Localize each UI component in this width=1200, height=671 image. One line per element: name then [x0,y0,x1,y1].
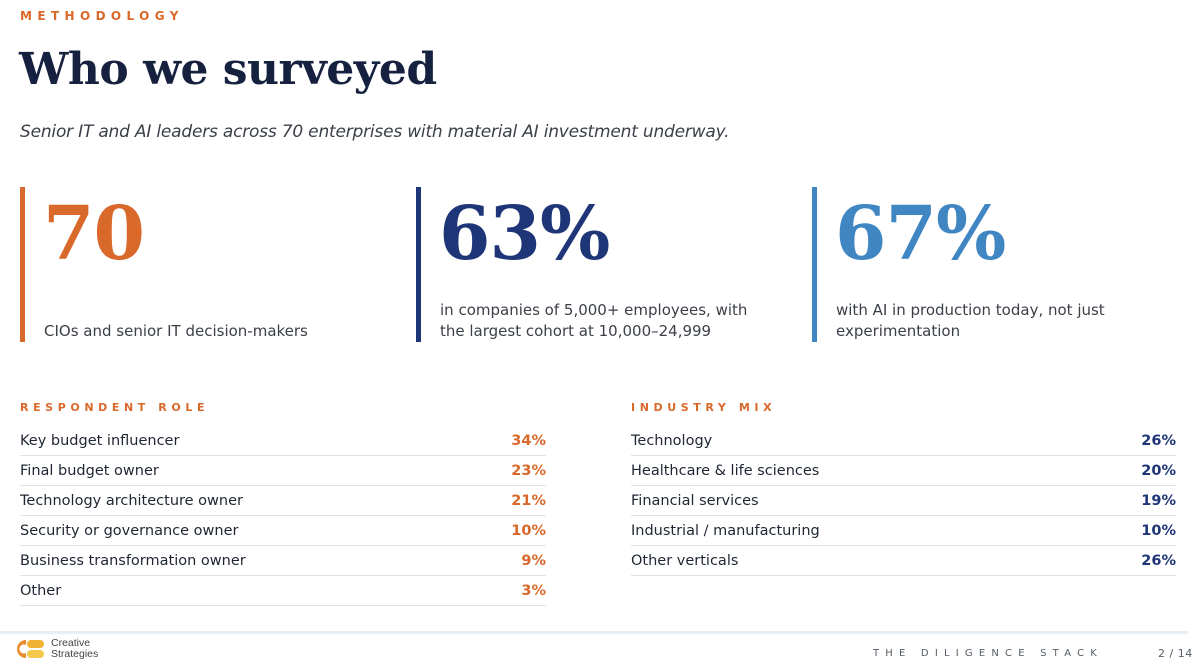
footer-brand: THE DILIGENCE STACK [873,648,1104,659]
table-row: Technology 26% [631,426,1176,456]
footer-divider [0,631,1188,634]
table-row: Financial services 19% [631,486,1176,516]
row-label: Business transformation owner [20,552,246,569]
table-row: Other verticals 26% [631,546,1176,576]
stat-card-company-size: 63% in companies of 5,000+ employees, wi… [416,187,766,342]
stat-description: CIOs and senior IT decision-makers [44,322,308,340]
stat-card-ai-production: 67% with AI in production today, not jus… [812,187,1162,342]
page-number: 2 / 14 [1158,647,1193,660]
stat-value: 70 [43,191,145,277]
row-value: 26% [1141,552,1176,569]
row-value: 3% [521,582,546,599]
row-value: 9% [521,552,546,569]
industry-mix-heading: INDUSTRY MIX [631,401,777,414]
row-label: Industrial / manufacturing [631,522,820,539]
row-label: Technology [631,432,713,449]
industry-mix-table: Technology 26% Healthcare & life science… [631,426,1176,576]
section-eyebrow: METHODOLOGY [20,9,184,23]
logo-wordmark: Creative Strategies [51,638,98,660]
table-row: Other 3% [20,576,546,606]
table-row: Business transformation owner 9% [20,546,546,576]
row-value: 10% [1141,522,1176,539]
page-subtitle: Senior IT and AI leaders across 70 enter… [20,122,730,142]
row-value: 10% [511,522,546,539]
row-value: 21% [511,492,546,509]
stat-card-respondents: 70 CIOs and senior IT decision-makers [20,187,370,342]
row-label: Healthcare & life sciences [631,462,820,479]
creative-strategies-logo: Creative Strategies [12,637,98,661]
page-title: Who we surveyed [19,44,437,95]
stat-value: 67% [835,191,1006,277]
logo-line-2: Strategies [51,648,99,660]
logo-line-1: Creative [51,637,91,649]
row-value: 26% [1141,432,1176,449]
respondent-role-table: Key budget influencer 34% Final budget o… [20,426,546,606]
row-label: Other verticals [631,552,739,569]
row-value: 34% [511,432,546,449]
logo-mark-icon [16,640,44,658]
row-label: Financial services [631,492,759,509]
row-label: Final budget owner [20,462,159,479]
table-row: Healthcare & life sciences 20% [631,456,1176,486]
stat-value: 63% [439,191,610,277]
table-row: Security or governance owner 10% [20,516,546,546]
row-value: 23% [511,462,546,479]
stat-description: with AI in production today, not just ex… [836,301,1105,340]
table-row: Key budget influencer 34% [20,426,546,456]
stat-description: in companies of 5,000+ employees, with t… [440,301,748,340]
row-label: Key budget influencer [20,432,180,449]
table-row: Final budget owner 23% [20,456,546,486]
row-value: 20% [1141,462,1176,479]
row-label: Other [20,582,62,599]
row-label: Security or governance owner [20,522,239,539]
table-row: Technology architecture owner 21% [20,486,546,516]
row-value: 19% [1141,492,1176,509]
row-label: Technology architecture owner [20,492,243,509]
table-row: Industrial / manufacturing 10% [631,516,1176,546]
respondent-role-heading: RESPONDENT ROLE [20,401,210,414]
